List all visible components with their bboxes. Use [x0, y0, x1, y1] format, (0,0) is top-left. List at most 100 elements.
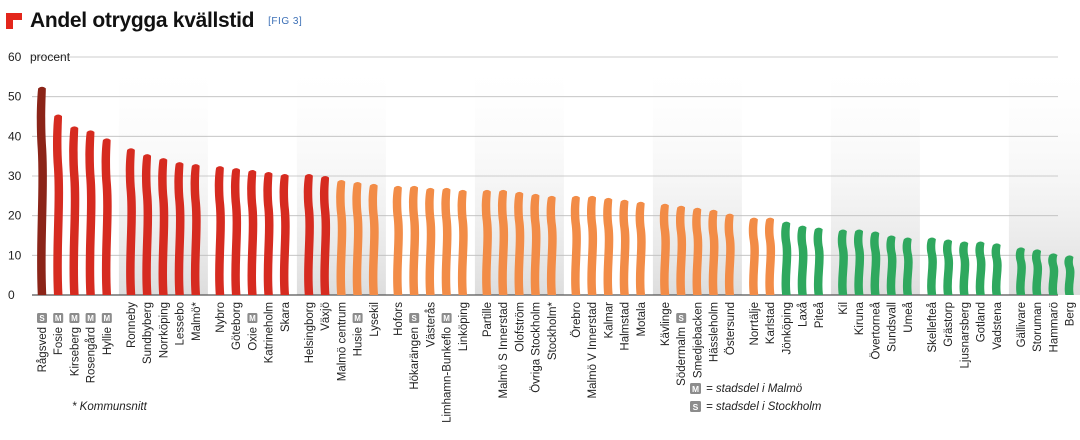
bar [190, 164, 201, 295]
legend-badge-s-icon [690, 401, 701, 412]
category-label: Skellefteå [927, 301, 939, 352]
y-tick-label: 0 [8, 288, 15, 302]
category-label-group: Katrineholm [264, 302, 276, 363]
bar [570, 195, 581, 295]
category-label-group: S Rågsved [37, 313, 49, 372]
category-label-group: Växjö [320, 302, 332, 331]
category-label-group: Umeå [903, 301, 915, 332]
bar [959, 241, 970, 295]
category-label: Berg [1065, 302, 1077, 326]
category-label: Limhamn-Bunkeflo [442, 327, 454, 423]
category-label-group: Övriga Stockholm [531, 302, 543, 393]
category-label-group: Partille [482, 302, 494, 337]
category-label: Motala [636, 301, 648, 336]
category-label: Husie [353, 327, 365, 356]
category-label: Laxå [798, 301, 810, 327]
category-label: Kalmar [603, 302, 615, 339]
category-label: Smedjebacken [692, 302, 704, 378]
bar [902, 237, 913, 295]
category-label-group: M Oxie [247, 313, 259, 351]
category-label-group: Övertorneå [870, 301, 882, 359]
bar [530, 193, 541, 295]
category-label-group: Grästorp [943, 302, 955, 347]
legend-badge-letter: S [693, 402, 699, 412]
category-label-group: M Rosengård [85, 313, 98, 383]
chart-title: Andel otrygga kvällstid [30, 9, 255, 32]
category-label: Sundbyberg [142, 302, 154, 364]
bar [214, 166, 225, 295]
category-label: Västerås [425, 302, 437, 348]
bar [797, 225, 808, 295]
y-tick-label: 20 [8, 209, 22, 223]
category-label-group: Norrtälje [749, 302, 761, 345]
category-label-group: M Hyllie [101, 313, 114, 355]
bar [781, 221, 792, 295]
category-label-group: Ljusnarsberg [959, 302, 971, 368]
bar [748, 217, 759, 295]
category-label-group: Örebro [571, 302, 583, 338]
category-label: Övertorneå [870, 301, 882, 359]
category-label-group: M Kirseberg [69, 313, 81, 376]
category-label: Göteborg [231, 302, 243, 350]
category-label-group: Karlstad [765, 302, 777, 344]
category-label: Lysekil [369, 302, 381, 337]
y-tick-label: 40 [8, 129, 22, 143]
bar [1064, 255, 1075, 295]
category-label: Rågsved [37, 327, 49, 372]
badge-m-icon [101, 313, 112, 323]
bar [52, 114, 64, 296]
category-label: Storuman [1032, 302, 1044, 352]
category-label: Kiruna [854, 301, 866, 335]
bar [1048, 253, 1059, 295]
category-label: Fosie [53, 327, 65, 355]
category-label: Kävlinge [660, 302, 672, 346]
bar [69, 126, 80, 296]
category-label-group: Olofström [514, 302, 526, 352]
category-label-group: Lysekil [369, 302, 381, 337]
bar [303, 174, 314, 295]
legend-text: = stadsdel i Malmö [706, 383, 803, 395]
category-label: Lessebo [175, 302, 187, 345]
y-tick-label: 10 [8, 248, 22, 262]
category-label-group: Vadstena [992, 301, 1004, 349]
badge-letter: S [679, 314, 685, 323]
bar [174, 162, 185, 295]
badge-s-icon [409, 313, 420, 323]
category-label: Sundsvall [887, 302, 899, 352]
bar [425, 187, 436, 295]
category-label: Katrineholm [264, 302, 276, 363]
bar [368, 183, 379, 295]
category-label: Grästorp [943, 302, 955, 347]
badge-m-icon [247, 313, 258, 323]
category-label: Stockholm* [547, 301, 559, 360]
category-label-group: Nybro [215, 302, 227, 333]
category-label: Umeå [903, 301, 915, 332]
category-label-group: Kävlinge [660, 302, 672, 346]
badge-letter: M [55, 314, 62, 323]
category-label-group: Malmö* [191, 301, 203, 341]
category-label: Malmö centrum [336, 302, 348, 381]
bar [546, 195, 557, 295]
bar [263, 172, 274, 295]
category-label-group: Lessebo [175, 302, 187, 345]
badge-m-icon [441, 313, 452, 323]
category-label-group: Piteå [814, 301, 826, 328]
y-tick-label: 60 [8, 50, 22, 64]
bar [675, 205, 687, 295]
category-label-group: S Hökarängen [409, 313, 421, 390]
badge-letter: M [71, 314, 78, 323]
category-label-group: Halmstad [620, 302, 632, 351]
bar [837, 229, 848, 295]
y-tick-label: 50 [8, 90, 22, 104]
bar [352, 181, 363, 295]
bar [764, 217, 776, 295]
category-label-group: Ronneby [126, 302, 138, 348]
bar [497, 189, 509, 295]
category-label-group: Malmö S Innerstad [498, 302, 510, 399]
category-label: Linköping [458, 302, 470, 351]
bar [514, 191, 525, 295]
category-label-group: Hässleholm [709, 302, 721, 362]
category-label-group: M Husie [352, 313, 365, 356]
bar [724, 213, 735, 295]
bar [101, 138, 112, 295]
